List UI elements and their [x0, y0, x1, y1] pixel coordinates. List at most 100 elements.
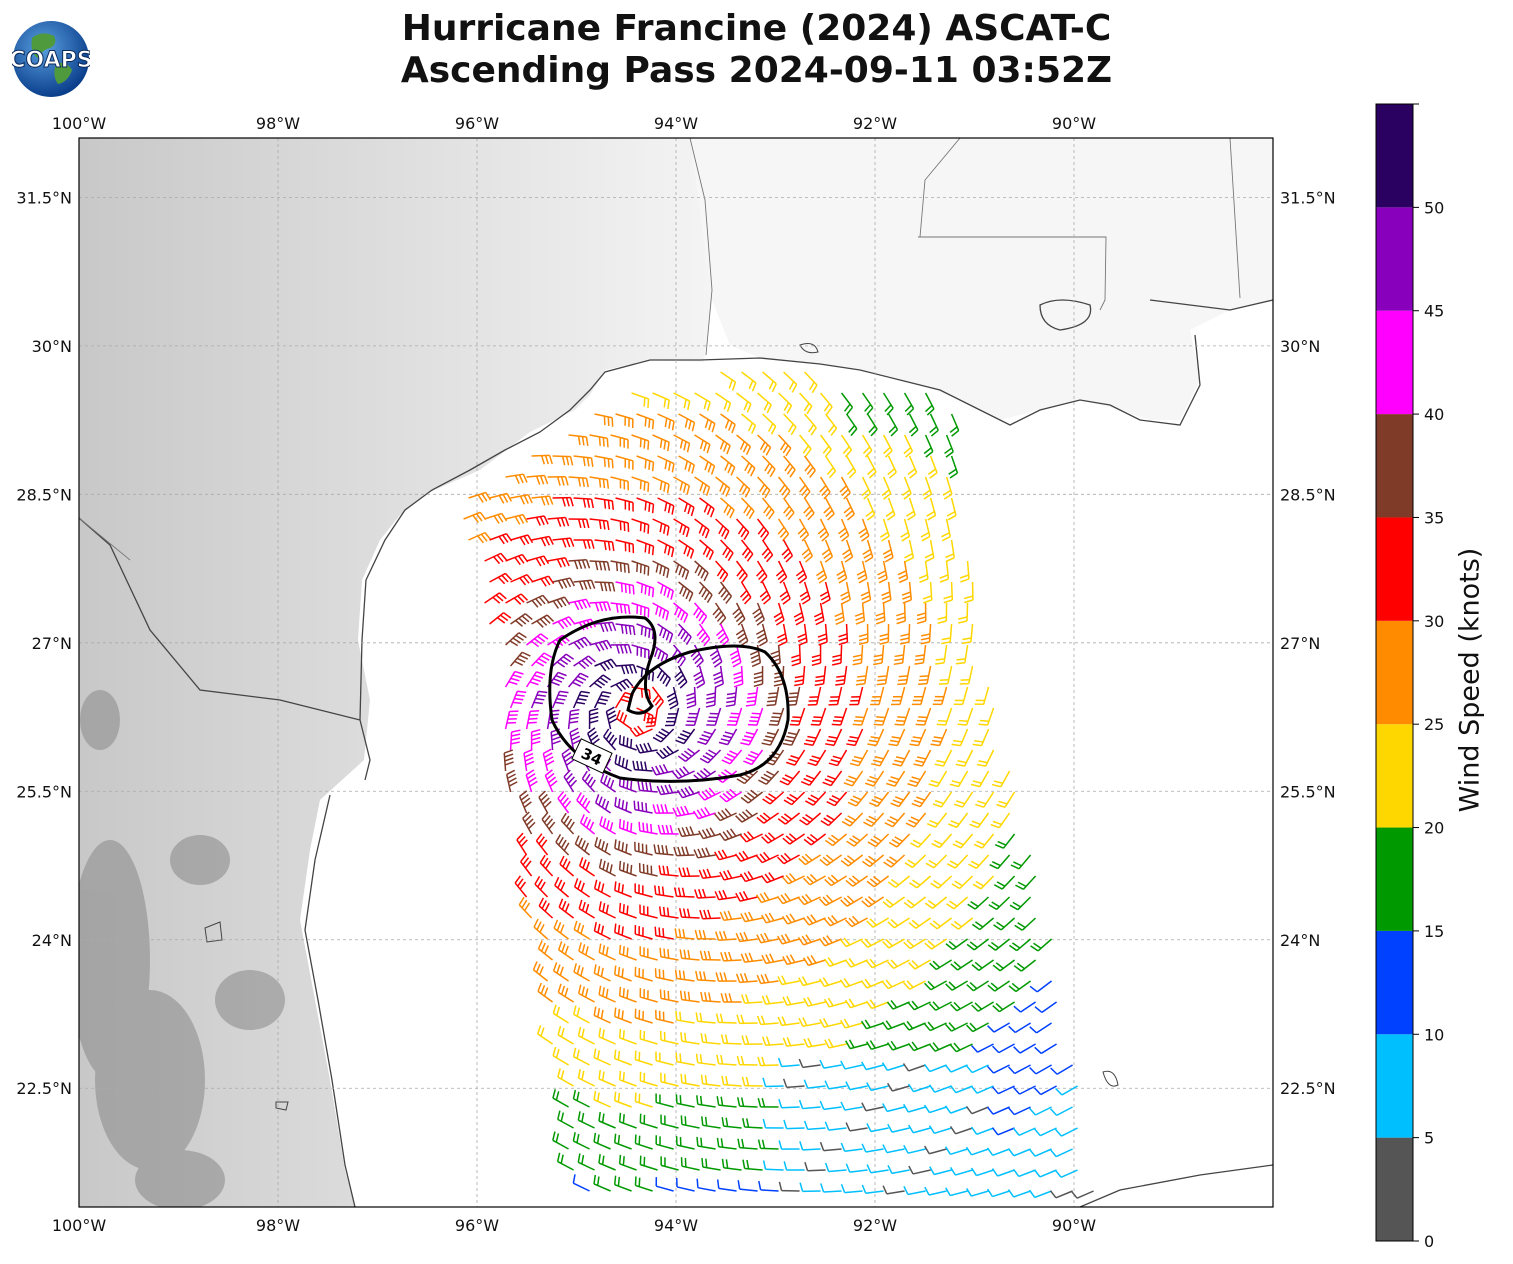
- wind-barb: [882, 1185, 905, 1195]
- wind-barb: [526, 555, 550, 567]
- wind-barb: [803, 1120, 826, 1131]
- wind-barb: [782, 1078, 805, 1089]
- wind-barb: [653, 844, 674, 856]
- wind-barb: [888, 833, 911, 848]
- wind-barb: [514, 875, 528, 898]
- wind-barb: [734, 850, 758, 862]
- wind-barb: [924, 539, 935, 563]
- wind-barb: [526, 515, 549, 526]
- wind-barb: [698, 581, 713, 604]
- wind-barb: [589, 434, 609, 448]
- wind-barb: [593, 1090, 611, 1108]
- wind-barb: [468, 491, 492, 503]
- wind-barb: [865, 999, 889, 1010]
- wind-barb: [777, 1057, 800, 1068]
- wind-barb: [920, 518, 931, 542]
- wind-barb: [755, 892, 779, 904]
- wind-barb: [589, 601, 612, 612]
- graticule: [79, 138, 1273, 1207]
- wind-barb: [1054, 1169, 1078, 1178]
- wind-barb: [987, 938, 1011, 951]
- wind-barb: [631, 392, 650, 408]
- terrain-shading: [79, 690, 285, 1207]
- wind-barb: [969, 812, 990, 829]
- wind-barb: [798, 434, 812, 457]
- wind-barb: [937, 602, 948, 624]
- wind-barb: [655, 1051, 674, 1066]
- wind-barb: [589, 476, 610, 489]
- lon-label-top: 96°W: [455, 114, 499, 133]
- wind-barb: [760, 872, 784, 884]
- wind-barb: [862, 539, 874, 563]
- lon-label-bottom: 98°W: [256, 1216, 300, 1235]
- wind-barb: [783, 413, 797, 436]
- wind-barb: [638, 821, 658, 835]
- wind-barb: [674, 665, 688, 689]
- wind-barb: [700, 991, 721, 1003]
- wind-barb: [652, 602, 670, 621]
- wind-barb: [757, 1056, 779, 1067]
- wind-barb: [654, 885, 674, 898]
- wind-barb: [966, 980, 989, 992]
- wind-barb: [883, 854, 906, 868]
- wind-barb: [675, 1094, 695, 1108]
- wind-barb: [972, 875, 995, 890]
- wind-barb: [556, 1152, 574, 1171]
- wind-barb: [557, 983, 574, 1003]
- wind-barb: [680, 1115, 700, 1129]
- wind-barb: [931, 833, 953, 849]
- wind-barb: [1034, 1085, 1057, 1096]
- wind-barb: [819, 434, 832, 457]
- wind-barb: [882, 1144, 905, 1154]
- wind-barb: [740, 539, 754, 562]
- wind-barb: [802, 914, 826, 926]
- wind-barb: [1028, 1189, 1052, 1199]
- wind-barb: [610, 518, 630, 532]
- wind-barb: [573, 655, 596, 670]
- wind-barb: [865, 497, 876, 521]
- wind-barb: [634, 1050, 653, 1066]
- wind-barb: [938, 665, 953, 685]
- wind-barb: [877, 560, 888, 584]
- wind-barb: [923, 1104, 947, 1114]
- wind-barb: [902, 1103, 926, 1113]
- wind-barb: [861, 1143, 884, 1153]
- wind-barb: [803, 1037, 826, 1048]
- wind-barb: [573, 963, 590, 982]
- lon-label-bottom: 100°W: [52, 1216, 107, 1235]
- wind-barb: [904, 539, 915, 563]
- wind-barb: [694, 476, 711, 496]
- wind-barb: [699, 497, 715, 518]
- wind-barb: [615, 413, 634, 429]
- wind-barb: [675, 1011, 695, 1024]
- wind-barb: [634, 966, 653, 982]
- wind-barb: [799, 392, 813, 415]
- wind-barb: [678, 539, 695, 559]
- wind-barb: [694, 560, 709, 582]
- wind-barb: [716, 1179, 737, 1192]
- colorbar-tick-label: 50: [1424, 198, 1444, 217]
- wind-barb: [903, 1144, 926, 1154]
- wind-barb: [631, 602, 650, 618]
- wind-barb: [803, 873, 826, 886]
- lon-label-top: 94°W: [654, 114, 698, 133]
- wind-barb: [618, 1154, 637, 1171]
- wind-barb: [868, 791, 890, 807]
- wind-barb: [789, 707, 806, 726]
- wind-barb: [615, 581, 635, 595]
- wind-barb: [600, 773, 616, 793]
- colorbar-bin: [1376, 930, 1413, 1035]
- wind-barb: [866, 1123, 889, 1133]
- wind-barb: [798, 1017, 821, 1028]
- islands: [204, 343, 1119, 1111]
- wind-barb: [552, 616, 576, 630]
- wind-barb: [905, 812, 927, 828]
- wind-barb: [715, 518, 730, 540]
- chart-title-line2: Ascending Pass 2024-09-11 03:52Z: [400, 50, 1113, 91]
- wind-barb: [660, 1114, 679, 1129]
- colorbar-tick-label: 0: [1424, 1232, 1434, 1251]
- wind-barb: [845, 413, 858, 437]
- wind-barb: [845, 1122, 868, 1132]
- wind-barb: [636, 497, 655, 514]
- wind-barb: [715, 434, 731, 455]
